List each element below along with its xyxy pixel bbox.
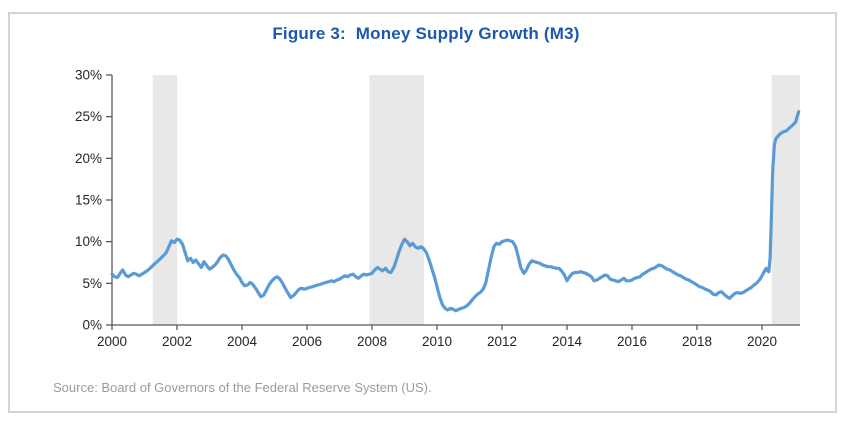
y-tick-label: 30% xyxy=(75,68,102,83)
recession-band xyxy=(771,75,800,325)
x-tick-label: 2008 xyxy=(357,334,387,349)
y-tick-label: 25% xyxy=(75,109,102,124)
y-tick-label: 10% xyxy=(75,234,102,249)
recession-band xyxy=(152,75,177,325)
y-tick-label: 15% xyxy=(75,193,102,208)
x-tick-label: 2018 xyxy=(682,334,712,349)
x-tick-label: 2002 xyxy=(162,334,192,349)
x-tick-label: 2012 xyxy=(487,334,517,349)
x-tick-label: 2004 xyxy=(227,334,258,349)
x-tick-label: 2006 xyxy=(292,334,322,349)
y-tick-label: 20% xyxy=(75,151,102,166)
y-tick-label: 0% xyxy=(82,318,102,333)
y-tick-label: 5% xyxy=(82,276,102,291)
x-tick-label: 2016 xyxy=(617,334,647,349)
source-note: Source: Board of Governors of the Federa… xyxy=(53,380,432,395)
x-tick-label: 2014 xyxy=(552,334,583,349)
x-tick-label: 2020 xyxy=(747,334,777,349)
x-tick-label: 2000 xyxy=(97,334,127,349)
chart-title: Figure 3: Money Supply Growth (M3) xyxy=(272,24,580,43)
recession-band xyxy=(369,75,424,325)
m3-growth-line xyxy=(110,110,801,313)
x-tick-label: 2010 xyxy=(422,334,452,349)
